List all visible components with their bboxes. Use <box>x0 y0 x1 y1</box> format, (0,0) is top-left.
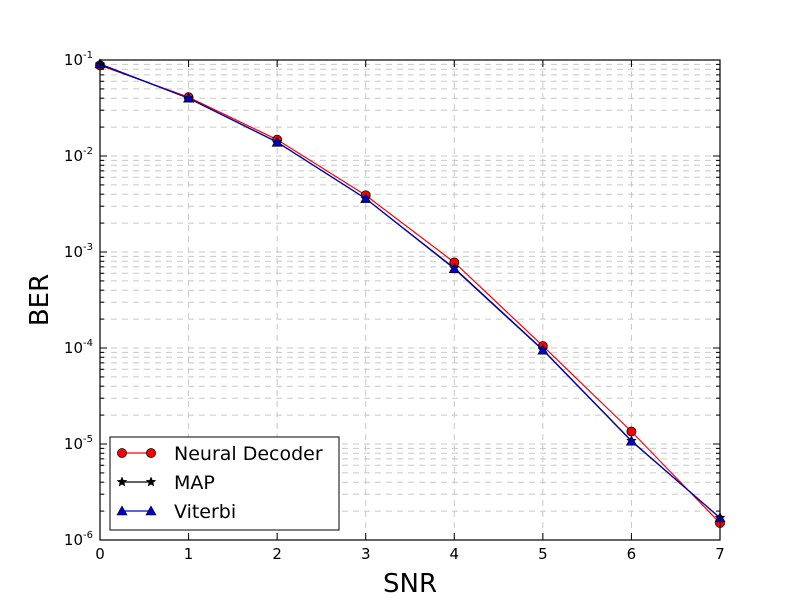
legend-marker-map <box>145 476 157 487</box>
y-tick-label: 10-4 <box>64 338 93 357</box>
legend-marker-neural-decoder <box>146 448 156 458</box>
legend: Neural Decoder MAP Viterbi <box>109 436 340 531</box>
tick-labels: 0 1 2 3 4 5 6 7 10-6 10-5 10-4 10-3 10-2 10-1 <box>64 50 725 563</box>
x-tick-label: 3 <box>361 545 371 563</box>
data-point-neural-decoder <box>626 426 637 437</box>
data-point-viterbi <box>271 136 283 147</box>
x-tick-label: 4 <box>450 545 460 563</box>
plot-frame <box>99 59 721 541</box>
x-tick-label: 2 <box>272 545 282 563</box>
data-point-viterbi <box>360 192 372 203</box>
x-tick-label: 5 <box>538 545 548 563</box>
x-tick-label: 1 <box>184 545 194 563</box>
data-point-viterbi <box>537 344 549 355</box>
y-tick-label: 10-2 <box>64 146 93 165</box>
y-tick-label: 10-6 <box>64 530 93 549</box>
legend-marker-viterbi <box>116 505 128 516</box>
x-axis-title: SNR <box>383 569 437 599</box>
series-line-viterbi <box>99 63 721 519</box>
y-tick-label: 10-3 <box>64 242 93 261</box>
legend-marker-map <box>116 476 128 487</box>
y-tick-label: 10-1 <box>64 50 93 69</box>
data-point-viterbi <box>448 263 460 273</box>
legend-marker-neural-decoder <box>117 448 127 458</box>
legend-label-viterbi: Viterbi <box>174 501 236 523</box>
series-line-neural-decoder <box>99 64 721 524</box>
legend-label-neural-decoder: Neural Decoder <box>174 443 323 465</box>
data-point-viterbi <box>183 92 195 103</box>
x-tick-label: 6 <box>627 545 637 563</box>
x-tick-label: 0 <box>95 545 105 563</box>
y-tick-label: 10-5 <box>64 434 93 453</box>
data-point-viterbi <box>625 435 637 446</box>
legend-marker-viterbi <box>145 505 157 516</box>
y-axis-title: BER <box>25 274 55 326</box>
x-tick-label: 7 <box>715 545 725 563</box>
tick-marks <box>99 60 721 541</box>
legend-label-map: MAP <box>174 472 215 494</box>
